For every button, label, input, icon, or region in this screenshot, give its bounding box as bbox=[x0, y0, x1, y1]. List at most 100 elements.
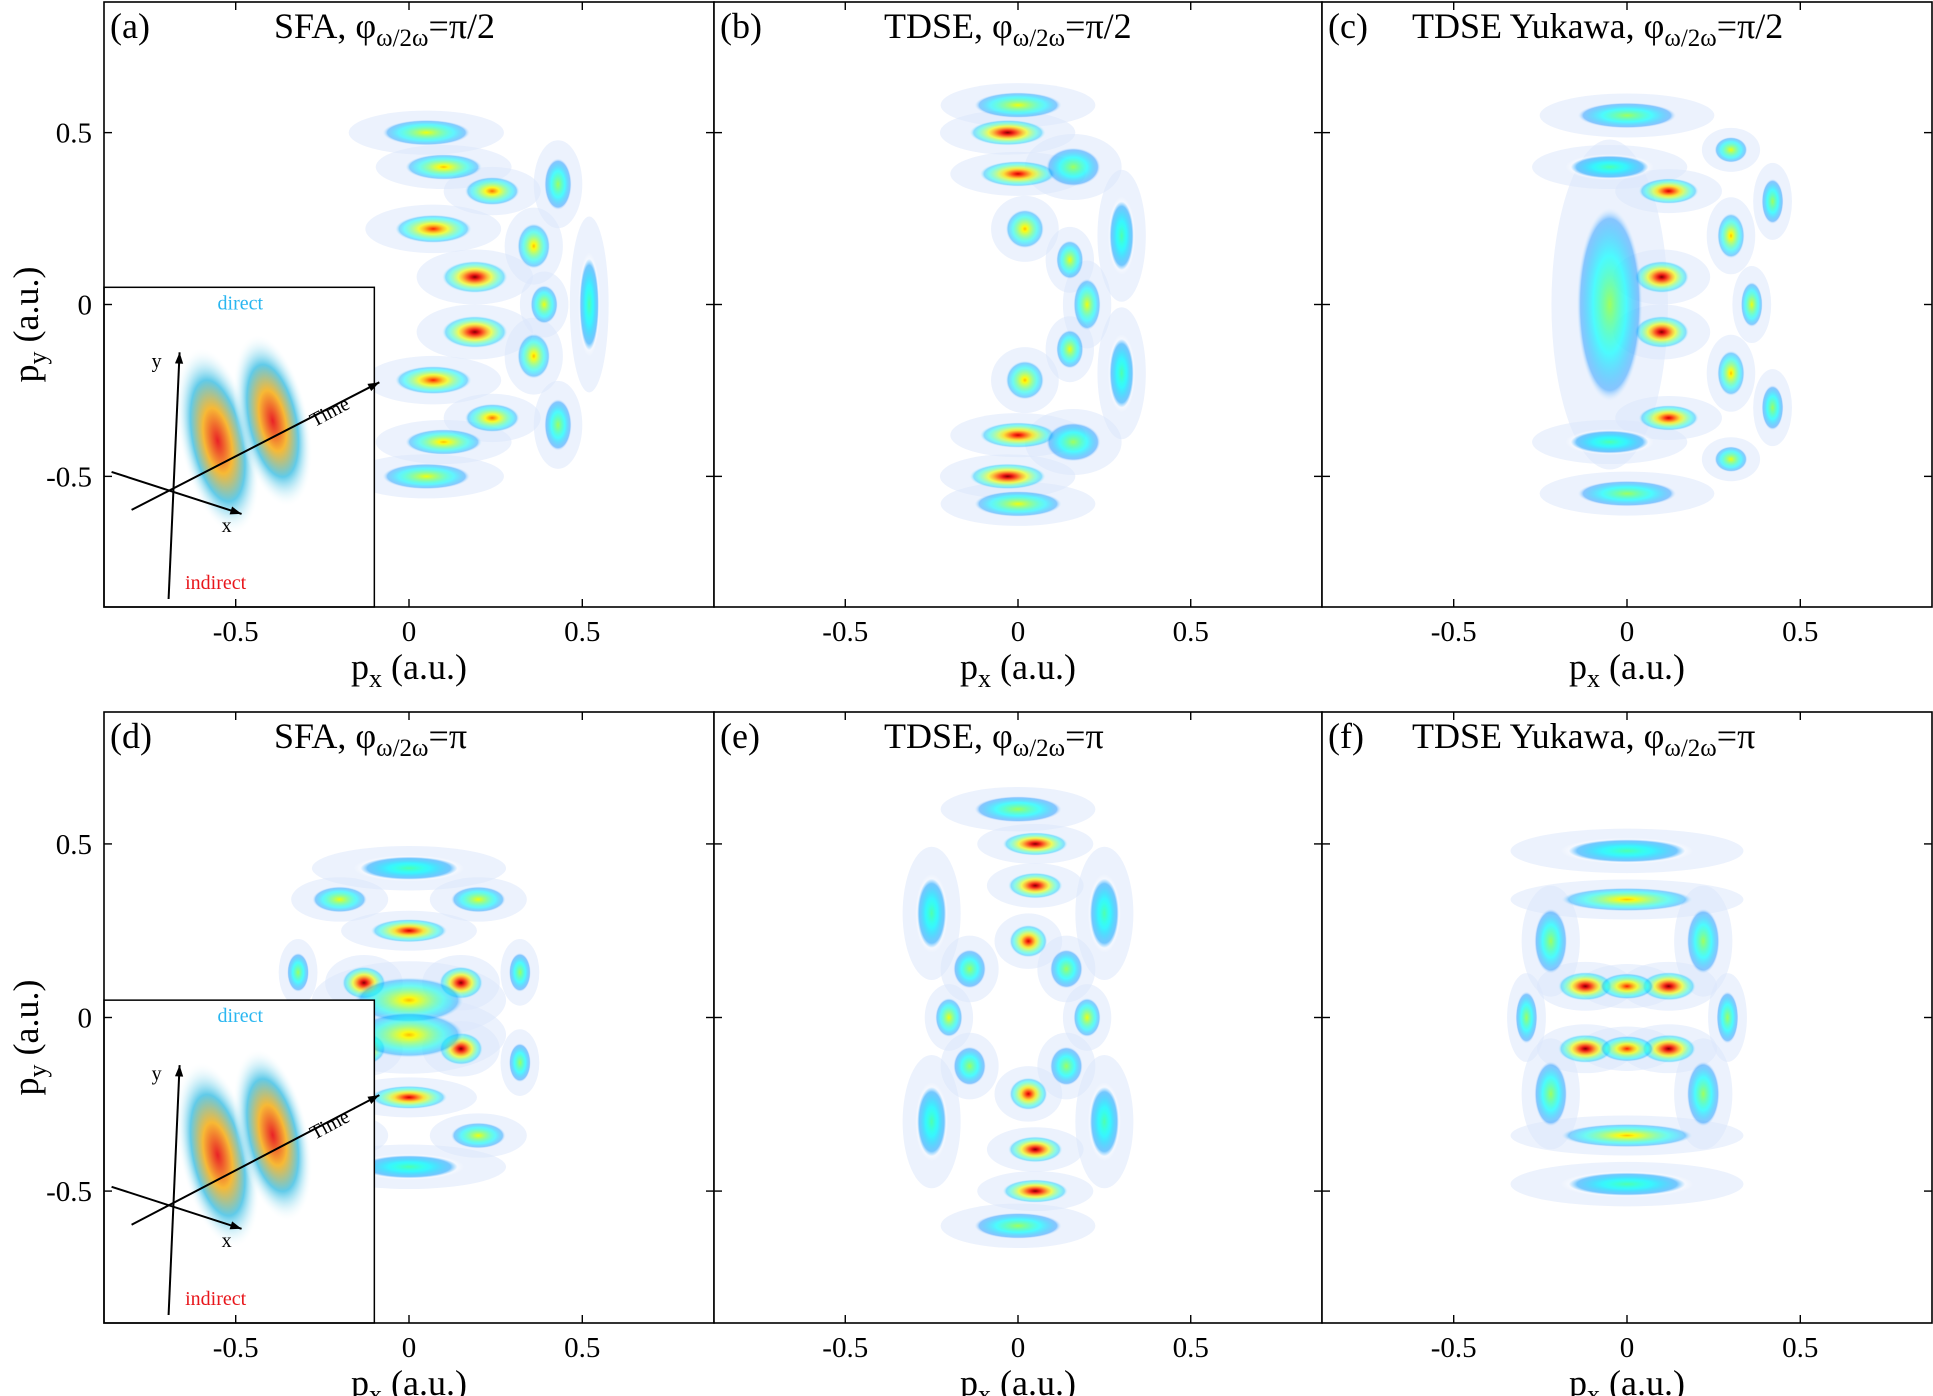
inset-time-axis-head bbox=[367, 382, 380, 392]
intensity-blob bbox=[979, 160, 1057, 187]
x-tick-label: 0.5 bbox=[564, 616, 600, 648]
inset-label-direct: direct bbox=[218, 1005, 264, 1027]
y-axis-label: py (a.u.) bbox=[6, 980, 52, 1096]
intensity-blob bbox=[381, 463, 471, 490]
intensity-blob bbox=[1640, 971, 1697, 1001]
y-axis-label: py (a.u.) bbox=[6, 267, 52, 383]
intensity-blob bbox=[1009, 924, 1048, 958]
y-tick-label: -0.5 bbox=[46, 461, 92, 493]
intensity-blob bbox=[1761, 178, 1784, 225]
y-tick-label: 0.5 bbox=[56, 829, 92, 861]
intensity-blob bbox=[1087, 873, 1121, 953]
x-axis-label: px (a.u.) bbox=[960, 647, 1076, 693]
x-tick-label: 0.5 bbox=[1173, 616, 1209, 648]
heatmap-area bbox=[1507, 828, 1747, 1207]
heatmap-area bbox=[939, 83, 1146, 526]
x-tick-label: 0 bbox=[1011, 1332, 1026, 1364]
intensity-blob bbox=[1638, 404, 1700, 431]
intensity-blob bbox=[1761, 384, 1784, 431]
inset-label-y: y bbox=[152, 1063, 162, 1085]
intensity-blob bbox=[1045, 147, 1101, 187]
inset-label-indirect: indirect bbox=[185, 572, 247, 594]
intensity-blob bbox=[1005, 360, 1045, 400]
x-axis-label: px (a.u.) bbox=[351, 647, 467, 693]
intensity-blob bbox=[1640, 1034, 1697, 1064]
intensity-blob bbox=[1515, 991, 1538, 1044]
panel-c: -0.5 0 0.5 px (a.u.) (c) TDSE Yukawa, φω/2ω=π… bbox=[1321, 1, 1933, 693]
panel-label: (e) bbox=[720, 716, 760, 756]
inset-time-axis bbox=[131, 1094, 380, 1226]
x-tick-label: 0 bbox=[402, 616, 417, 648]
intensity-blob bbox=[287, 952, 310, 993]
intensity-blob bbox=[450, 1122, 507, 1149]
intensity-blob bbox=[370, 1085, 448, 1110]
inset-wavepacket-direct bbox=[233, 334, 313, 508]
intensity-blob bbox=[1633, 315, 1690, 349]
intensity-blob bbox=[353, 1153, 465, 1180]
intensity-blob bbox=[1599, 1035, 1655, 1062]
intensity-blob bbox=[973, 490, 1063, 517]
inset-label-x: x bbox=[222, 1230, 232, 1252]
intensity-blob bbox=[1686, 908, 1720, 975]
panel-title: SFA, φω/2ω=π bbox=[274, 716, 467, 762]
intensity-blob bbox=[1007, 1136, 1063, 1163]
heatmap-area bbox=[348, 110, 609, 499]
x-axis-label: px (a.u.) bbox=[960, 1363, 1076, 1396]
intensity-blob bbox=[517, 333, 551, 379]
intensity-blob bbox=[915, 873, 949, 953]
intensity-blob bbox=[1049, 949, 1083, 989]
intensity-blob bbox=[1557, 971, 1614, 1001]
intensity-blob bbox=[464, 176, 520, 206]
intensity-blob bbox=[1534, 1060, 1568, 1127]
intensity-blob bbox=[973, 1212, 1063, 1239]
inset-x-axis bbox=[111, 470, 242, 515]
intensity-blob bbox=[1717, 212, 1745, 259]
intensity-blob bbox=[394, 365, 473, 395]
x-tick-label: 0 bbox=[1620, 1332, 1635, 1364]
panel-title: TDSE Yukawa, φω/2ω=π bbox=[1412, 716, 1755, 762]
intensity-blob bbox=[1557, 1034, 1614, 1064]
x-tick-label: 0 bbox=[402, 1332, 417, 1364]
intensity-blob bbox=[1056, 240, 1084, 280]
intensity-blob bbox=[1045, 422, 1101, 462]
panel-f: -0.5 0 0.5 px (a.u.) (f) TDSE Yukawa, φω/2ω=π bbox=[1321, 711, 1933, 1396]
intensity-blob bbox=[530, 284, 559, 325]
x-axis-label: px (a.u.) bbox=[1569, 647, 1685, 693]
inset-x-axis-head bbox=[229, 506, 242, 515]
intensity-blob bbox=[953, 1046, 987, 1086]
intensity-blob bbox=[1002, 832, 1069, 856]
intensity-blob bbox=[1073, 278, 1101, 331]
inset-y-axis-head bbox=[174, 1065, 184, 1077]
panel-title: SFA, φω/2ω=π/2 bbox=[274, 6, 495, 52]
intensity-blob bbox=[1009, 1077, 1048, 1111]
x-tick-label: -0.5 bbox=[1431, 616, 1477, 648]
x-tick-label: 0.5 bbox=[564, 1332, 600, 1364]
intensity-blob bbox=[464, 403, 520, 433]
intensity-blob bbox=[1740, 281, 1763, 328]
intensity-blob bbox=[450, 886, 507, 913]
intensity-blob bbox=[517, 223, 551, 269]
intensity-blob bbox=[1633, 260, 1690, 294]
intensity-blob bbox=[1534, 908, 1568, 975]
panel-label: (b) bbox=[720, 6, 762, 46]
intensity-blob bbox=[1565, 428, 1655, 456]
inset-time-axis-head bbox=[367, 1095, 380, 1105]
intensity-blob bbox=[441, 260, 509, 294]
intensity-blob bbox=[544, 158, 572, 211]
intensity-blob bbox=[353, 1011, 465, 1058]
intensity-blob bbox=[1577, 102, 1677, 129]
inset-wavepacket-direct bbox=[233, 1048, 313, 1222]
y-tick-label: -0.5 bbox=[46, 1176, 92, 1208]
intensity-blob bbox=[968, 463, 1047, 490]
intensity-blob bbox=[968, 119, 1047, 146]
intensity-blob bbox=[1107, 334, 1136, 413]
intensity-blob bbox=[1073, 997, 1101, 1038]
intensity-blob bbox=[1716, 991, 1739, 1044]
x-tick-label: 0.5 bbox=[1782, 1332, 1818, 1364]
panel-label: (d) bbox=[110, 716, 152, 756]
x-tick-label: -0.5 bbox=[213, 616, 259, 648]
